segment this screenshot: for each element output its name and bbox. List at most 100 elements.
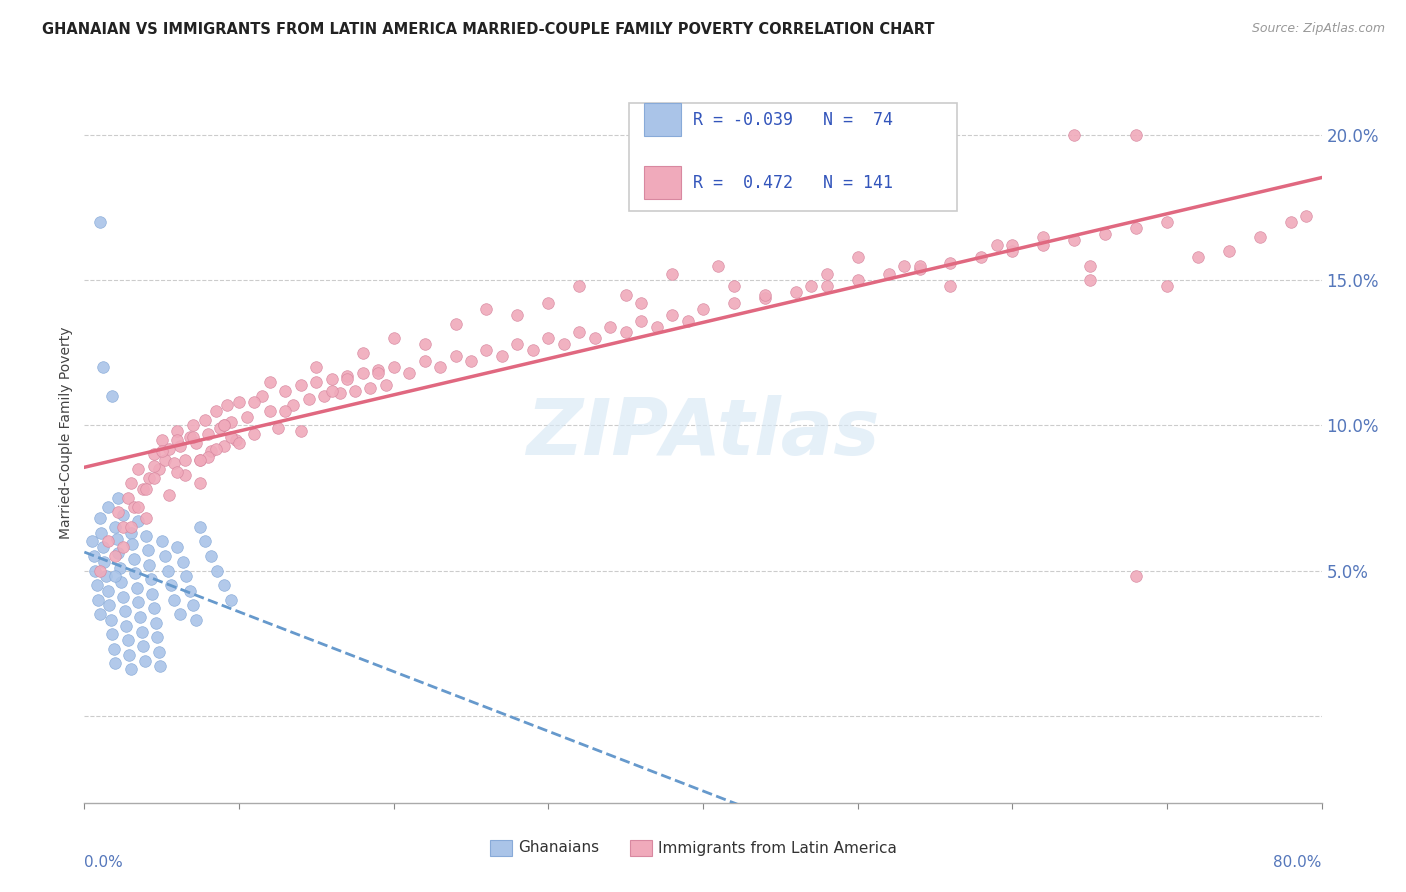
Point xyxy=(153,453,176,467)
Point xyxy=(243,427,266,442)
FancyBboxPatch shape xyxy=(644,103,681,136)
Point xyxy=(112,508,135,523)
Point xyxy=(205,442,228,456)
Point xyxy=(163,456,186,470)
Point xyxy=(172,555,194,569)
Point xyxy=(89,511,111,525)
Point xyxy=(181,430,204,444)
Point xyxy=(135,529,157,543)
Text: R =  0.472   N = 141: R = 0.472 N = 141 xyxy=(693,174,893,192)
Point xyxy=(188,453,211,467)
Bar xyxy=(491,840,512,856)
Point xyxy=(141,587,163,601)
Point xyxy=(101,389,124,403)
Point xyxy=(225,433,247,447)
Point xyxy=(215,398,238,412)
Point xyxy=(105,532,128,546)
Text: Source: ZipAtlas.com: Source: ZipAtlas.com xyxy=(1251,22,1385,36)
Point xyxy=(122,552,145,566)
Point xyxy=(120,476,142,491)
Point xyxy=(877,268,900,282)
Point xyxy=(146,630,169,644)
Point xyxy=(475,343,498,357)
Text: Ghanaians: Ghanaians xyxy=(517,840,599,855)
Point xyxy=(328,386,352,401)
Point xyxy=(184,613,207,627)
Point xyxy=(460,354,482,368)
Point xyxy=(250,389,273,403)
Point xyxy=(676,314,699,328)
Point xyxy=(939,256,962,270)
Point xyxy=(169,607,191,621)
Point xyxy=(274,384,297,398)
Point xyxy=(614,326,637,340)
Point xyxy=(121,537,143,551)
Point xyxy=(986,238,1008,252)
Text: GHANAIAN VS IMMIGRANTS FROM LATIN AMERICA MARRIED-COUPLE FAMILY POVERTY CORRELAT: GHANAIAN VS IMMIGRANTS FROM LATIN AMERIC… xyxy=(42,22,935,37)
Point xyxy=(205,404,228,418)
Point xyxy=(96,500,118,514)
Point xyxy=(1156,279,1178,293)
Point xyxy=(181,418,204,433)
Point xyxy=(367,366,389,380)
Point xyxy=(145,615,167,630)
Point xyxy=(132,639,155,653)
Point xyxy=(112,541,135,555)
Point xyxy=(661,308,683,322)
Point xyxy=(553,337,575,351)
Point xyxy=(970,250,993,264)
Point xyxy=(1063,128,1085,142)
Point xyxy=(267,421,290,435)
Point xyxy=(120,525,142,540)
Point xyxy=(107,506,129,520)
Point xyxy=(374,377,398,392)
Point xyxy=(321,384,343,398)
Text: ZIPAtlas: ZIPAtlas xyxy=(526,394,880,471)
Point xyxy=(143,447,166,461)
Point xyxy=(104,657,127,671)
Point xyxy=(219,592,242,607)
Point xyxy=(382,360,405,375)
Point xyxy=(98,599,121,613)
Point xyxy=(93,555,115,569)
Point xyxy=(537,296,560,310)
Point xyxy=(188,453,211,467)
Point xyxy=(321,372,343,386)
Point xyxy=(112,520,135,534)
Point xyxy=(166,465,188,479)
Point xyxy=(1279,215,1302,229)
Point xyxy=(1218,244,1240,259)
Point xyxy=(785,285,807,299)
Point xyxy=(207,564,229,578)
Point xyxy=(153,549,176,563)
Point xyxy=(122,500,145,514)
Point xyxy=(124,566,146,581)
Point xyxy=(82,534,104,549)
Point xyxy=(136,543,159,558)
Point xyxy=(160,578,183,592)
Point xyxy=(200,549,222,563)
Point xyxy=(197,450,219,465)
Point xyxy=(645,319,668,334)
Point xyxy=(209,421,232,435)
Point xyxy=(118,648,141,662)
Point xyxy=(599,319,621,334)
Point xyxy=(219,416,242,430)
Point xyxy=(104,520,127,534)
Point xyxy=(179,430,201,444)
Point xyxy=(1001,244,1024,259)
Point xyxy=(112,590,135,604)
Point xyxy=(89,215,111,229)
Point xyxy=(212,578,235,592)
Point xyxy=(143,470,166,484)
Point xyxy=(661,268,683,282)
Point xyxy=(707,259,730,273)
Point xyxy=(83,549,105,563)
Point xyxy=(120,662,142,676)
Point xyxy=(127,462,149,476)
Point xyxy=(179,583,201,598)
Point xyxy=(156,564,179,578)
Point xyxy=(522,343,544,357)
Point xyxy=(352,345,374,359)
Point xyxy=(188,476,211,491)
